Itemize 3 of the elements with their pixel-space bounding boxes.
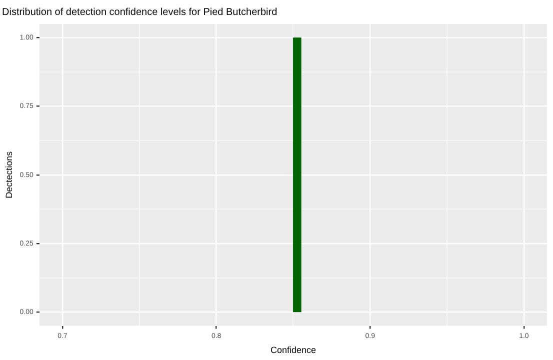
- x-axis-title: Confidence: [270, 345, 316, 356]
- y-axis-title: Dectections: [4, 150, 14, 198]
- chart-title: Distribution of detection confidence levels for Pied Butcherbird: [2, 6, 278, 18]
